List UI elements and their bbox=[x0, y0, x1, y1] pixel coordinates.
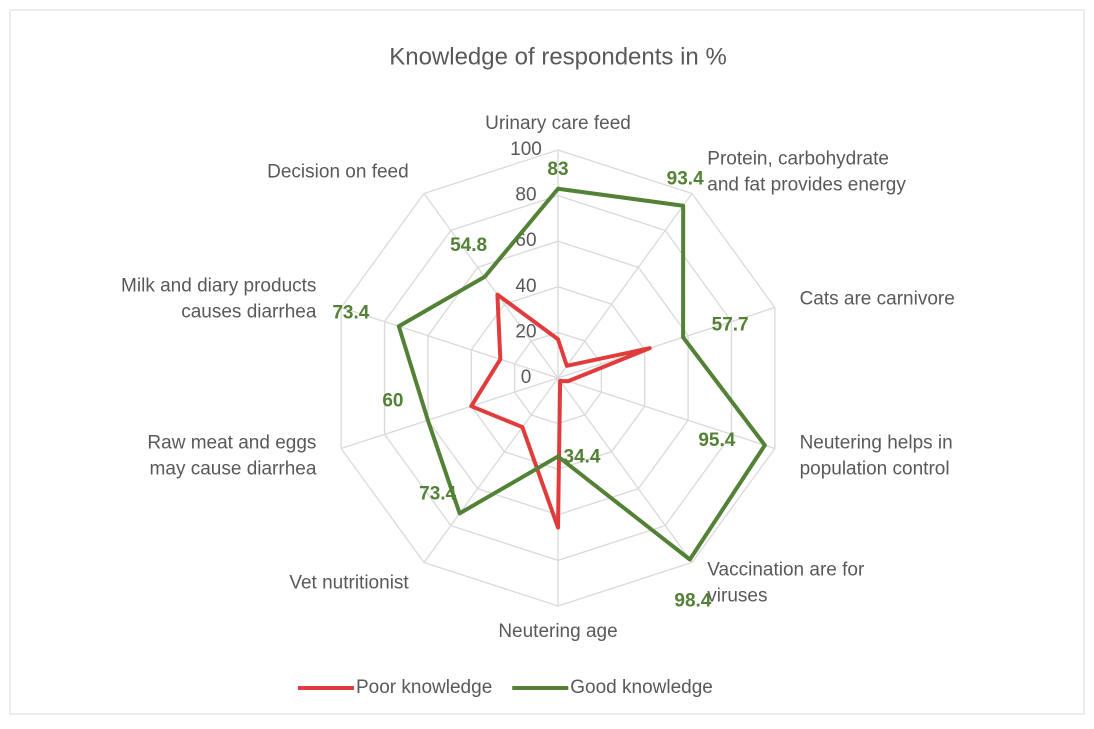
spoke bbox=[423, 193, 559, 379]
y-tick-label: 20 bbox=[515, 321, 536, 342]
data-label: 98.4 bbox=[674, 591, 711, 612]
y-tick-label: 80 bbox=[515, 185, 536, 206]
spoke bbox=[557, 306, 776, 379]
y-tick-label: 0 bbox=[521, 367, 532, 388]
category-label: Decision on feed bbox=[267, 162, 409, 183]
legend-label: Good knowledge bbox=[570, 677, 713, 698]
spoke bbox=[557, 193, 693, 379]
data-label: 73.4 bbox=[332, 302, 369, 323]
data-label: 54.8 bbox=[450, 235, 487, 256]
category-label: Vet nutritionist bbox=[289, 573, 409, 594]
y-tick-label: 100 bbox=[510, 139, 542, 160]
series-line bbox=[469, 292, 652, 530]
legend-label: Poor knowledge bbox=[356, 677, 492, 698]
chart-title: Knowledge of respondents in % bbox=[389, 43, 727, 70]
category-label: Cats are carnivore bbox=[800, 289, 955, 310]
data-label: 73.4 bbox=[419, 483, 456, 504]
spoke bbox=[340, 377, 559, 450]
category-label: Raw meat and eggs may cause diarrhea bbox=[147, 433, 316, 480]
data-label: 57.7 bbox=[712, 314, 749, 335]
category-label: Neutering age bbox=[498, 621, 617, 642]
data-label: 95.4 bbox=[698, 430, 735, 451]
category-label: Urinary care feed bbox=[485, 113, 631, 134]
y-tick-label: 40 bbox=[515, 276, 536, 297]
category-label: Neutering helps in population control bbox=[800, 433, 953, 480]
spoke bbox=[557, 377, 776, 450]
series-line bbox=[396, 186, 767, 562]
spoke bbox=[557, 377, 693, 563]
data-label: 34.4 bbox=[564, 446, 601, 467]
spoke bbox=[340, 306, 559, 379]
data-label: 93.4 bbox=[667, 169, 704, 190]
category-label: Milk and diary products causes diarrhea bbox=[121, 276, 317, 323]
spoke bbox=[423, 377, 559, 563]
data-label: 83 bbox=[547, 159, 568, 180]
category-label: Protein, carbohydrate and fat provides en… bbox=[707, 149, 906, 196]
data-label: 60 bbox=[382, 390, 403, 411]
category-label: Vaccination are for viruses bbox=[707, 560, 865, 607]
